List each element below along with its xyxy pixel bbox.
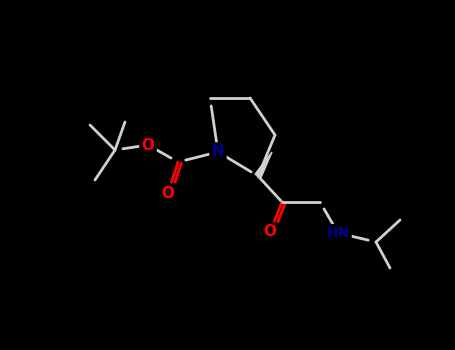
Text: O: O bbox=[142, 138, 155, 153]
Polygon shape bbox=[255, 152, 272, 178]
Text: O: O bbox=[162, 186, 175, 201]
Text: O: O bbox=[263, 224, 277, 239]
Text: N: N bbox=[212, 145, 224, 160]
Text: HN: HN bbox=[326, 226, 349, 240]
